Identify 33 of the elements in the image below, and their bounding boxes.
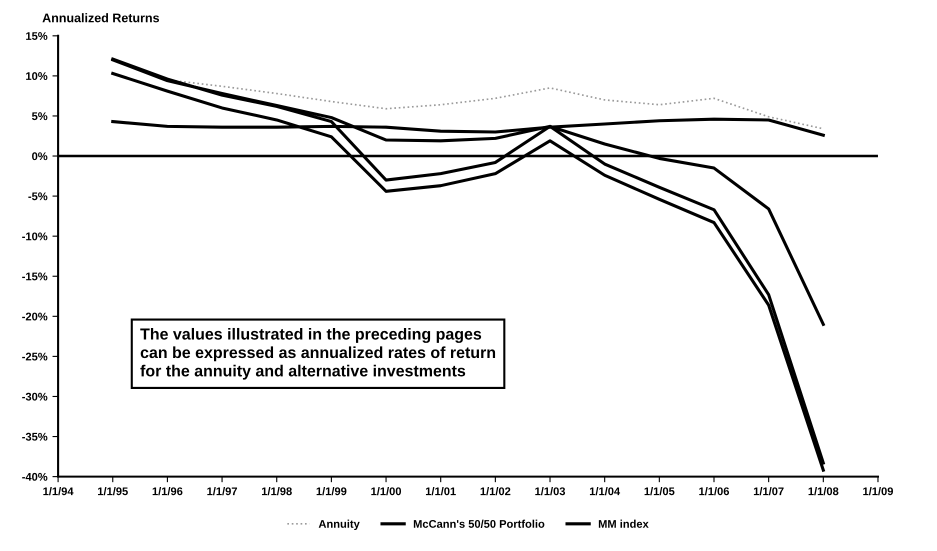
legend-label: MM index [598, 520, 649, 528]
annotation: The values illustrated in the preceding pages can be expressed as annualized rates of return for the annuity and alternative investments [140, 328, 496, 380]
x-tick-label: 1/1/04 [590, 487, 620, 496]
x-tick-label: 1/1/06 [699, 487, 730, 496]
x-tick-label: 1/1/07 [754, 487, 784, 496]
chart-title: Annualized Returns [42, 13, 160, 22]
y-tick-label: -35% [22, 432, 48, 441]
x-tick-label: 1/1/01 [426, 487, 456, 496]
legend-label: Annuity [318, 520, 360, 530]
y-tick-label: -20% [22, 312, 48, 320]
y-tick-label: 5% [32, 112, 48, 120]
x-tick-label: 1/1/02 [480, 487, 510, 496]
legend-label: McCann's 50/50 Portfolio [414, 520, 544, 528]
x-tick-label: 1/1/05 [644, 487, 674, 496]
x-tick-label: 1/1/96 [152, 487, 182, 496]
y-tick-label: -5% [28, 192, 48, 200]
x-tick-label: 1/1/99 [316, 487, 346, 496]
x-tick-label: 1/1/09 [863, 487, 894, 496]
y-tick-label: -15% [22, 272, 48, 280]
x-tick-label: 1/1/95 [98, 487, 128, 496]
y-tick-label: 15% [26, 32, 48, 40]
y-tick-label: -10% [22, 232, 48, 240]
y-tick-label: -25% [22, 352, 48, 361]
y-tick-label: 10% [26, 72, 48, 80]
x-tick-label: 1/1/98 [262, 487, 292, 496]
x-tick-label: 1/1/94 [43, 487, 74, 496]
y-tick-label: -40% [22, 472, 48, 481]
x-tick-label: 1/1/08 [808, 487, 838, 496]
x-tick-label: 1/1/97 [207, 487, 238, 496]
x-tick-label: 1/1/00 [371, 487, 402, 496]
x-tick-label: 1/1/03 [535, 487, 566, 496]
y-tick-label: -30% [22, 392, 48, 401]
y-tick-label: 0% [32, 152, 48, 160]
